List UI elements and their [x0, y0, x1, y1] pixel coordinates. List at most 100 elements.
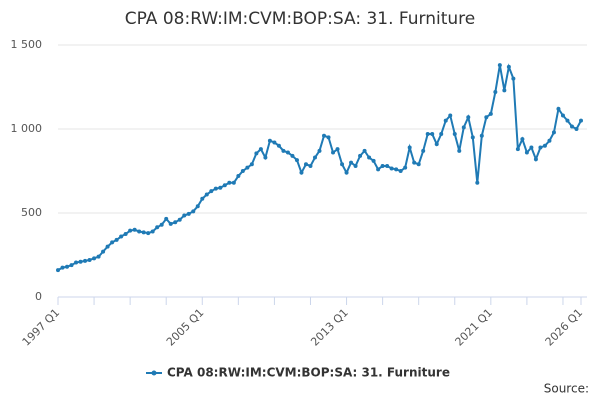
data-point — [56, 268, 60, 273]
y-tick-label: 0 — [35, 290, 42, 303]
data-point — [574, 127, 579, 131]
data-point — [128, 228, 133, 233]
data-point — [173, 220, 178, 225]
legend-marker — [151, 370, 157, 376]
data-point — [150, 229, 155, 234]
data-point — [448, 113, 453, 118]
data-point — [479, 133, 484, 138]
data-point — [281, 148, 286, 153]
chart-title: CPA 08:RW:IM:CVM:BOP:SA: 31. Furniture — [125, 9, 475, 29]
data-point — [335, 147, 340, 152]
data-point — [439, 132, 444, 137]
data-point — [349, 160, 354, 165]
data-point — [322, 133, 327, 138]
data-point — [182, 213, 187, 218]
data-point — [312, 155, 317, 160]
data-point — [155, 225, 160, 230]
x-tick-label: 1997 Q1 — [20, 306, 63, 349]
data-point — [579, 118, 583, 123]
data-point — [367, 155, 372, 160]
data-point — [515, 147, 520, 152]
data-point — [551, 130, 556, 135]
x-tick-label: 2013 Q1 — [308, 306, 351, 349]
data-point — [101, 249, 106, 254]
data-point — [272, 140, 277, 145]
data-point — [114, 237, 119, 242]
data-point — [560, 113, 565, 118]
data-point — [65, 264, 70, 269]
data-point — [299, 170, 304, 175]
data-point — [137, 229, 142, 234]
data-point — [177, 217, 182, 222]
data-point — [421, 148, 426, 153]
data-point — [452, 132, 457, 137]
series-line — [57, 63, 582, 271]
data-point — [412, 160, 417, 165]
data-point — [276, 143, 281, 148]
data-point — [132, 227, 137, 232]
data-point — [105, 244, 110, 249]
data-point — [398, 169, 403, 173]
data-point — [110, 240, 115, 245]
data-point — [159, 222, 164, 227]
data-point — [344, 170, 349, 175]
x-tick-label: 2005 Q1 — [164, 306, 207, 349]
data-point — [529, 145, 534, 150]
data-point — [385, 163, 390, 168]
y-tick-label: 1 000 — [11, 122, 43, 135]
data-point — [245, 165, 250, 170]
data-point — [511, 76, 516, 81]
y-tick-label: 1 500 — [11, 38, 43, 51]
data-point — [285, 150, 290, 155]
data-point — [240, 169, 245, 173]
data-point — [96, 254, 101, 259]
data-point — [533, 157, 538, 162]
data-point — [227, 180, 232, 185]
data-point — [407, 145, 412, 150]
data-point — [200, 196, 205, 201]
legend-label: CPA 08:RW:IM:CVM:BOP:SA: 31. Furniture — [167, 366, 450, 380]
data-point — [371, 158, 376, 163]
data-point — [331, 150, 336, 155]
data-point — [569, 124, 574, 129]
data-point — [123, 232, 128, 236]
data-point — [254, 151, 259, 156]
data-point — [222, 183, 227, 188]
data-point — [425, 132, 430, 137]
data-point — [231, 180, 236, 185]
data-point — [416, 162, 421, 167]
data-point — [497, 63, 502, 68]
data-point — [394, 167, 399, 172]
data-point — [457, 148, 462, 153]
data-point — [470, 135, 475, 140]
data-point — [353, 163, 358, 168]
data-point — [493, 90, 498, 95]
data-point — [290, 153, 295, 158]
y-tick-label: 500 — [21, 206, 42, 219]
data-point — [403, 165, 408, 170]
data-point — [488, 111, 493, 116]
data-point — [78, 259, 83, 264]
data-point — [358, 153, 363, 158]
data-point — [249, 162, 254, 167]
data-point — [565, 118, 570, 123]
data-point — [461, 125, 466, 130]
data-point — [340, 162, 345, 167]
data-point — [69, 263, 74, 268]
data-point — [303, 162, 308, 167]
data-point — [146, 231, 151, 236]
data-point — [92, 256, 97, 261]
data-point — [204, 192, 209, 197]
data-point — [74, 260, 79, 265]
data-point — [263, 155, 268, 160]
data-point — [326, 135, 331, 140]
data-point — [430, 132, 435, 137]
data-point — [502, 88, 507, 93]
data-point — [376, 167, 381, 172]
data-point — [484, 115, 489, 120]
x-tick-label: 2021 Q1 — [453, 306, 496, 349]
data-point — [380, 163, 385, 168]
data-point — [186, 211, 191, 216]
data-point — [434, 142, 439, 147]
